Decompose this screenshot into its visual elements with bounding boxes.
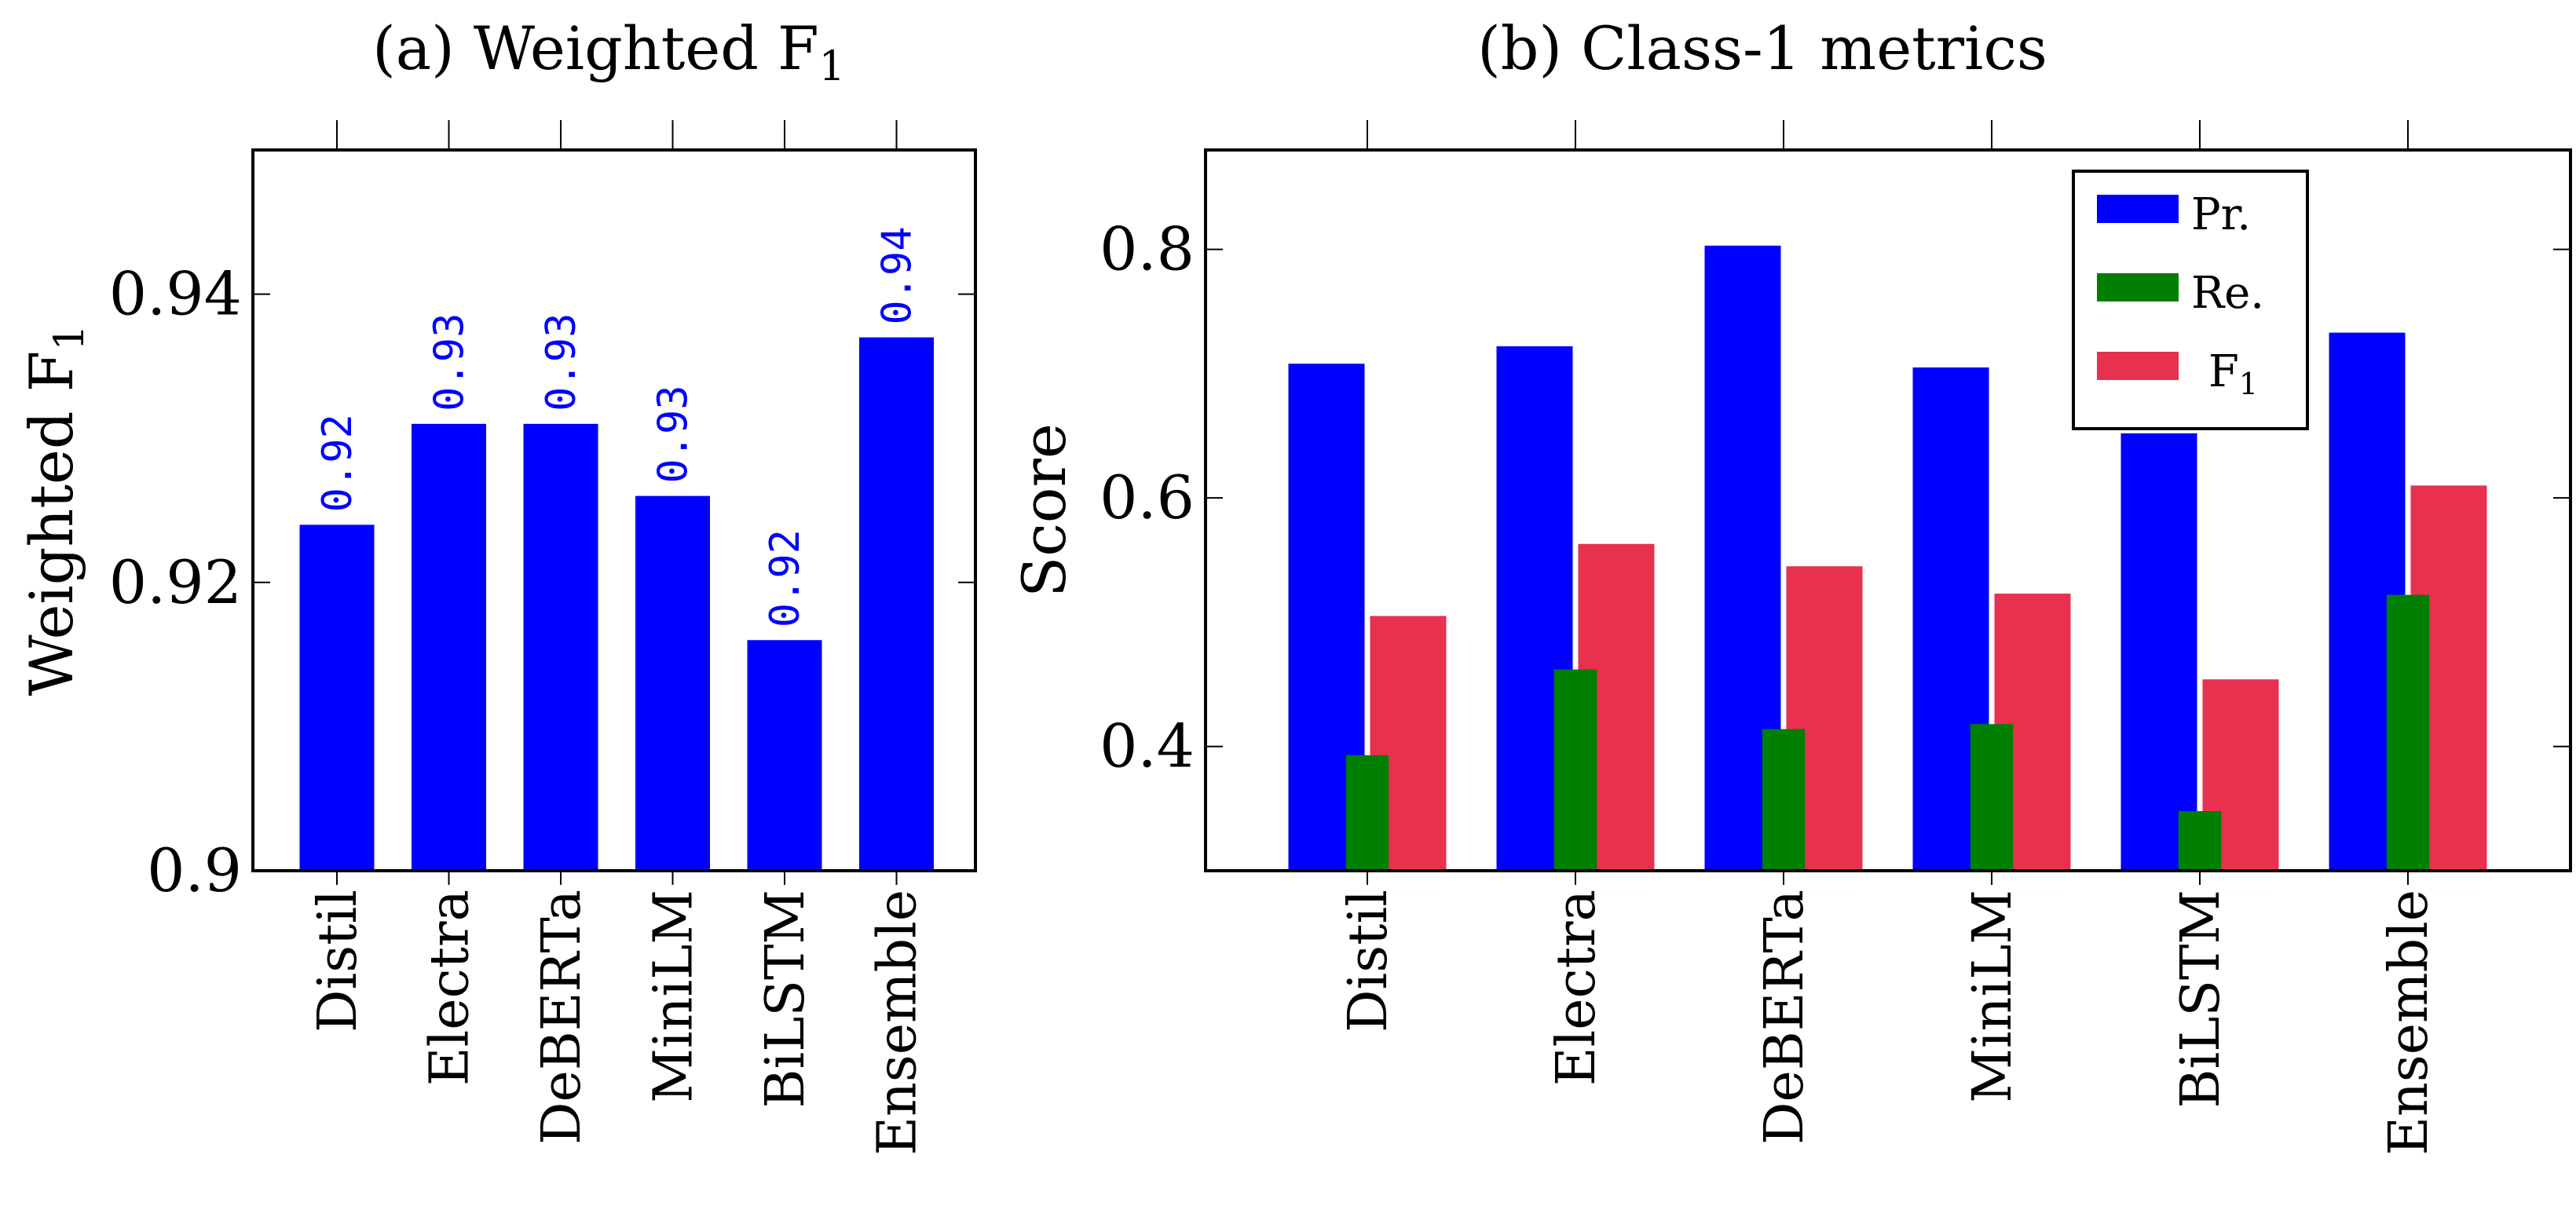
legend: Pr. Re. F1 [2072, 170, 2309, 430]
data-label-a-ensemble: 0.94 [874, 226, 921, 324]
legend-label-re: Re. [2191, 268, 2264, 319]
xtick-label-b-ensemble: Ensemble [2378, 890, 2440, 1156]
panel-a-data-labels: 0.92 0.93 0.93 0.93 0.92 0.94 [314, 226, 921, 627]
ytick-label-a-0: 0.9 [147, 835, 242, 905]
ytick-label-b-0: 0.4 [1100, 711, 1195, 781]
bar-a-electra [412, 423, 486, 871]
bar-b-re-ensemble [2386, 594, 2430, 871]
xtick-label-a-minilm: MiniLM [643, 890, 705, 1103]
bar-a-distil [299, 524, 375, 871]
ytick-label-a-1: 0.92 [109, 547, 242, 617]
data-label-a-minilm: 0.93 [650, 385, 697, 483]
xtick-label-b-distil: Distil [1337, 890, 1400, 1032]
legend-swatch-pr [2097, 195, 2179, 223]
bar-a-deberta [523, 423, 598, 871]
ytick-label-a-2: 0.94 [109, 259, 242, 329]
xtick-label-b-minilm: MiniLM [1962, 890, 2024, 1103]
panel-b-ylabel: Score [1009, 423, 1079, 598]
panel-b-bars [1288, 245, 2487, 871]
bar-a-bilstm [747, 640, 822, 871]
xtick-label-a-electra: Electra [419, 890, 481, 1086]
bar-b-re-distil [1345, 755, 1389, 871]
data-label-a-electra: 0.93 [426, 313, 474, 411]
panel-b-title: (b) Class-1 metrics [1477, 13, 2047, 83]
data-label-a-bilstm: 0.92 [762, 529, 809, 627]
xtick-label-a-bilstm: BiLSTM [755, 890, 817, 1108]
xtick-label-b-bilstm: BiLSTM [2170, 890, 2232, 1108]
panel-a-bars [299, 337, 934, 871]
panel-b-ytick-labels: 0.4 0.6 0.8 [1100, 214, 1195, 781]
panel-a-frame [251, 148, 977, 872]
bar-b-pr-bilstm [2120, 433, 2197, 871]
xtick-label-a-ensemble: Ensemble [867, 890, 929, 1156]
bar-b-re-bilstm [2178, 811, 2222, 871]
ytick-label-b-2: 0.8 [1100, 214, 1195, 284]
data-label-a-distil: 0.92 [314, 414, 361, 512]
data-label-a-deberta: 0.93 [538, 313, 585, 411]
panel-a-xtick-labels: Distil Electra DeBERTa MiniLM BiLSTM Ensemble [307, 890, 929, 1156]
bar-a-ensemble [859, 337, 934, 871]
xtick-label-b-electra: Electra [1546, 890, 1608, 1086]
panel-a-ytick-labels: 0.9 0.92 0.94 [109, 259, 242, 905]
ytick-label-b-1: 0.6 [1100, 462, 1195, 532]
bar-b-re-minilm [1970, 724, 2014, 871]
xtick-label-a-distil: Distil [307, 890, 369, 1032]
panel-a-weighted-f1: (a) Weighted F1 Weighted F1 0.92 0.93 0.93… [16, 13, 977, 1156]
bar-b-re-deberta [1762, 729, 1806, 871]
panel-a-title: (a) Weighted F1 [372, 13, 845, 90]
bar-a-minilm [635, 495, 710, 871]
xtick-label-b-deberta: DeBERTa [1754, 890, 1816, 1145]
legend-swatch-re [2097, 273, 2179, 302]
panel-b-class1-metrics: (b) Class-1 metrics Score 0.4 0.6 0.8 Dist… [1009, 13, 2572, 1156]
panel-b-frame [1204, 148, 2572, 872]
legend-label-f1: F1 [2208, 346, 2258, 401]
panel-b-xtick-labels: Distil Electra DeBERTa MiniLM BiLSTM Ensemble [1337, 890, 2440, 1156]
xtick-label-a-deberta: DeBERTa [531, 890, 593, 1145]
legend-swatch-f1 [2097, 352, 2179, 380]
bar-b-re-electra [1553, 669, 1597, 871]
panel-b-ticks [1206, 120, 2571, 885]
legend-label-pr: Pr. [2191, 189, 2251, 240]
panel-a-ylabel: Weighted F1 [16, 325, 93, 696]
